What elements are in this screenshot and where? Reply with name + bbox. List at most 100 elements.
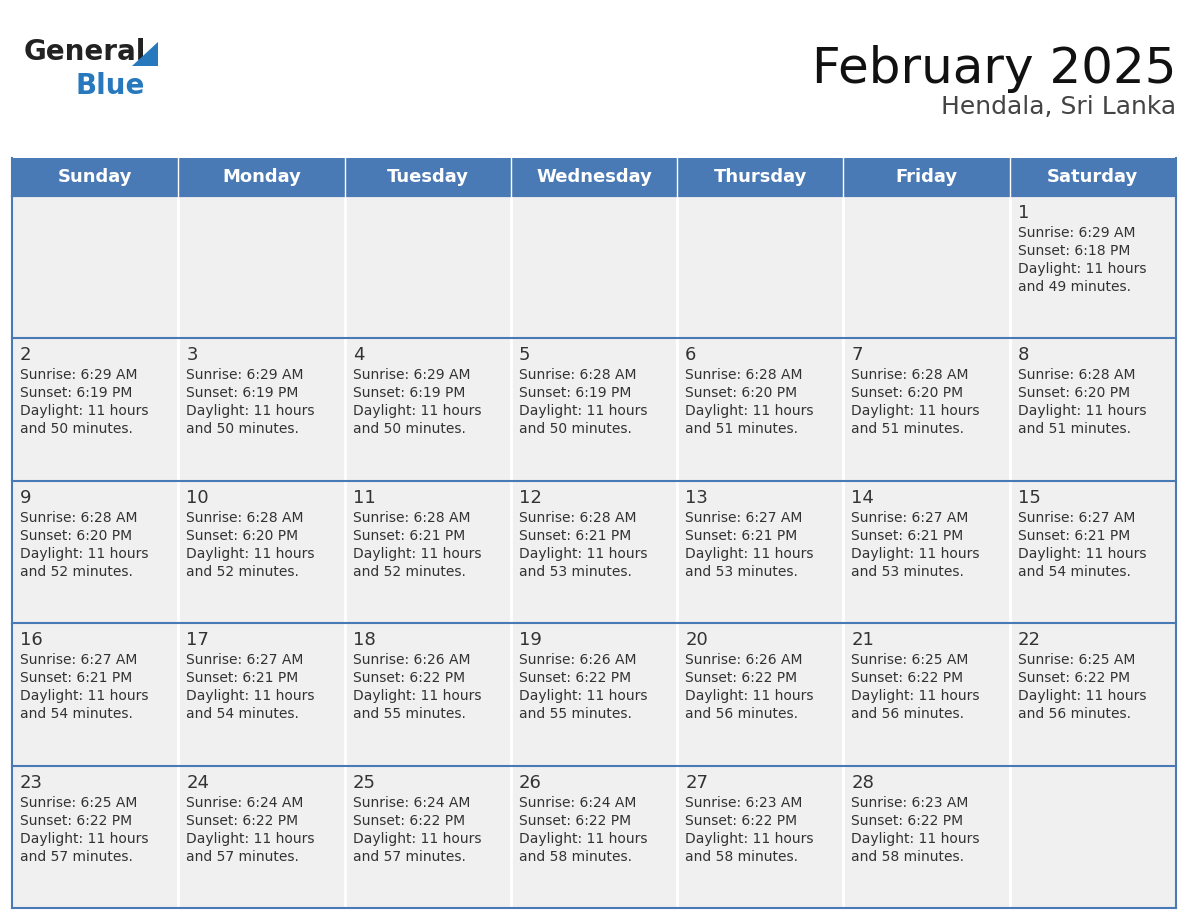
Bar bbox=[511, 481, 677, 623]
Text: Daylight: 11 hours: Daylight: 11 hours bbox=[187, 547, 315, 561]
Text: Sunrise: 6:28 AM: Sunrise: 6:28 AM bbox=[519, 510, 637, 525]
Text: Daylight: 11 hours: Daylight: 11 hours bbox=[20, 547, 148, 561]
Text: February 2025: February 2025 bbox=[811, 45, 1176, 93]
Text: Daylight: 11 hours: Daylight: 11 hours bbox=[519, 689, 647, 703]
Bar bbox=[843, 766, 1010, 908]
Text: 1: 1 bbox=[1018, 204, 1029, 222]
Text: Sunset: 6:22 PM: Sunset: 6:22 PM bbox=[1018, 671, 1130, 685]
Text: Sunrise: 6:27 AM: Sunrise: 6:27 AM bbox=[685, 510, 803, 525]
Text: Wednesday: Wednesday bbox=[536, 168, 652, 186]
Text: 14: 14 bbox=[852, 488, 874, 507]
Text: and 55 minutes.: and 55 minutes. bbox=[519, 707, 632, 722]
Text: Thursday: Thursday bbox=[714, 168, 807, 186]
Bar bbox=[178, 196, 345, 339]
Text: Tuesday: Tuesday bbox=[387, 168, 469, 186]
Bar bbox=[843, 339, 1010, 481]
Text: 22: 22 bbox=[1018, 632, 1041, 649]
Bar bbox=[12, 158, 178, 196]
Bar bbox=[12, 623, 178, 766]
Text: Sunset: 6:21 PM: Sunset: 6:21 PM bbox=[852, 529, 963, 543]
Text: Sunrise: 6:25 AM: Sunrise: 6:25 AM bbox=[1018, 654, 1135, 667]
Text: and 50 minutes.: and 50 minutes. bbox=[353, 422, 466, 436]
Text: Daylight: 11 hours: Daylight: 11 hours bbox=[187, 689, 315, 703]
Text: and 52 minutes.: and 52 minutes. bbox=[20, 565, 133, 579]
Text: 26: 26 bbox=[519, 774, 542, 791]
Text: Sunset: 6:20 PM: Sunset: 6:20 PM bbox=[685, 386, 797, 400]
Text: Sunset: 6:21 PM: Sunset: 6:21 PM bbox=[1018, 529, 1130, 543]
Bar bbox=[511, 339, 677, 481]
Text: Daylight: 11 hours: Daylight: 11 hours bbox=[1018, 405, 1146, 419]
Text: 25: 25 bbox=[353, 774, 375, 791]
Bar bbox=[178, 766, 345, 908]
Text: Blue: Blue bbox=[76, 72, 145, 100]
Bar bbox=[178, 158, 345, 196]
Text: 3: 3 bbox=[187, 346, 197, 364]
Text: and 57 minutes.: and 57 minutes. bbox=[353, 849, 466, 864]
Bar bbox=[345, 196, 511, 339]
Text: Sunset: 6:19 PM: Sunset: 6:19 PM bbox=[20, 386, 132, 400]
Text: Daylight: 11 hours: Daylight: 11 hours bbox=[1018, 262, 1146, 276]
Text: and 58 minutes.: and 58 minutes. bbox=[519, 849, 632, 864]
Text: Sunrise: 6:26 AM: Sunrise: 6:26 AM bbox=[685, 654, 803, 667]
Text: 21: 21 bbox=[852, 632, 874, 649]
Text: Sunrise: 6:24 AM: Sunrise: 6:24 AM bbox=[353, 796, 470, 810]
Text: Daylight: 11 hours: Daylight: 11 hours bbox=[685, 689, 814, 703]
Text: Monday: Monday bbox=[222, 168, 301, 186]
Bar bbox=[677, 766, 843, 908]
Bar bbox=[12, 481, 178, 623]
Text: Sunrise: 6:28 AM: Sunrise: 6:28 AM bbox=[353, 510, 470, 525]
Bar bbox=[677, 196, 843, 339]
Text: and 56 minutes.: and 56 minutes. bbox=[1018, 707, 1131, 722]
Text: and 50 minutes.: and 50 minutes. bbox=[187, 422, 299, 436]
Text: and 51 minutes.: and 51 minutes. bbox=[685, 422, 798, 436]
Text: Sunset: 6:22 PM: Sunset: 6:22 PM bbox=[852, 671, 963, 685]
Text: Sunrise: 6:29 AM: Sunrise: 6:29 AM bbox=[187, 368, 304, 383]
Text: Daylight: 11 hours: Daylight: 11 hours bbox=[187, 405, 315, 419]
Text: Daylight: 11 hours: Daylight: 11 hours bbox=[852, 405, 980, 419]
Text: Sunrise: 6:28 AM: Sunrise: 6:28 AM bbox=[20, 510, 138, 525]
Text: Sunset: 6:22 PM: Sunset: 6:22 PM bbox=[852, 813, 963, 828]
Text: Sunset: 6:22 PM: Sunset: 6:22 PM bbox=[519, 813, 631, 828]
Text: Daylight: 11 hours: Daylight: 11 hours bbox=[1018, 547, 1146, 561]
Text: and 58 minutes.: and 58 minutes. bbox=[685, 849, 798, 864]
Text: Daylight: 11 hours: Daylight: 11 hours bbox=[353, 689, 481, 703]
Text: Sunset: 6:20 PM: Sunset: 6:20 PM bbox=[852, 386, 963, 400]
Text: Daylight: 11 hours: Daylight: 11 hours bbox=[353, 832, 481, 845]
Text: 24: 24 bbox=[187, 774, 209, 791]
Bar bbox=[511, 766, 677, 908]
Text: Sunset: 6:21 PM: Sunset: 6:21 PM bbox=[685, 529, 797, 543]
Bar bbox=[1010, 623, 1176, 766]
Polygon shape bbox=[132, 42, 158, 66]
Bar bbox=[1010, 766, 1176, 908]
Text: Hendala, Sri Lanka: Hendala, Sri Lanka bbox=[941, 95, 1176, 119]
Text: 8: 8 bbox=[1018, 346, 1029, 364]
Text: 5: 5 bbox=[519, 346, 530, 364]
Text: 6: 6 bbox=[685, 346, 696, 364]
Text: Saturday: Saturday bbox=[1048, 168, 1138, 186]
Text: and 53 minutes.: and 53 minutes. bbox=[685, 565, 798, 579]
Bar bbox=[843, 196, 1010, 339]
Text: and 56 minutes.: and 56 minutes. bbox=[852, 707, 965, 722]
Bar bbox=[511, 196, 677, 339]
Text: and 50 minutes.: and 50 minutes. bbox=[20, 422, 133, 436]
Text: Sunset: 6:22 PM: Sunset: 6:22 PM bbox=[519, 671, 631, 685]
Text: 10: 10 bbox=[187, 488, 209, 507]
Text: Sunrise: 6:26 AM: Sunrise: 6:26 AM bbox=[519, 654, 637, 667]
Text: 17: 17 bbox=[187, 632, 209, 649]
Text: Sunrise: 6:27 AM: Sunrise: 6:27 AM bbox=[20, 654, 138, 667]
Text: Sunrise: 6:25 AM: Sunrise: 6:25 AM bbox=[852, 654, 968, 667]
Text: and 54 minutes.: and 54 minutes. bbox=[20, 707, 133, 722]
Text: and 52 minutes.: and 52 minutes. bbox=[353, 565, 466, 579]
Bar bbox=[178, 339, 345, 481]
Text: and 54 minutes.: and 54 minutes. bbox=[187, 707, 299, 722]
Text: 18: 18 bbox=[353, 632, 375, 649]
Text: 12: 12 bbox=[519, 488, 542, 507]
Text: Sunrise: 6:27 AM: Sunrise: 6:27 AM bbox=[187, 654, 304, 667]
Text: Sunrise: 6:28 AM: Sunrise: 6:28 AM bbox=[1018, 368, 1136, 383]
Text: 13: 13 bbox=[685, 488, 708, 507]
Text: Sunrise: 6:27 AM: Sunrise: 6:27 AM bbox=[1018, 510, 1135, 525]
Text: and 50 minutes.: and 50 minutes. bbox=[519, 422, 632, 436]
Text: 16: 16 bbox=[20, 632, 43, 649]
Text: 23: 23 bbox=[20, 774, 43, 791]
Text: Sunrise: 6:29 AM: Sunrise: 6:29 AM bbox=[353, 368, 470, 383]
